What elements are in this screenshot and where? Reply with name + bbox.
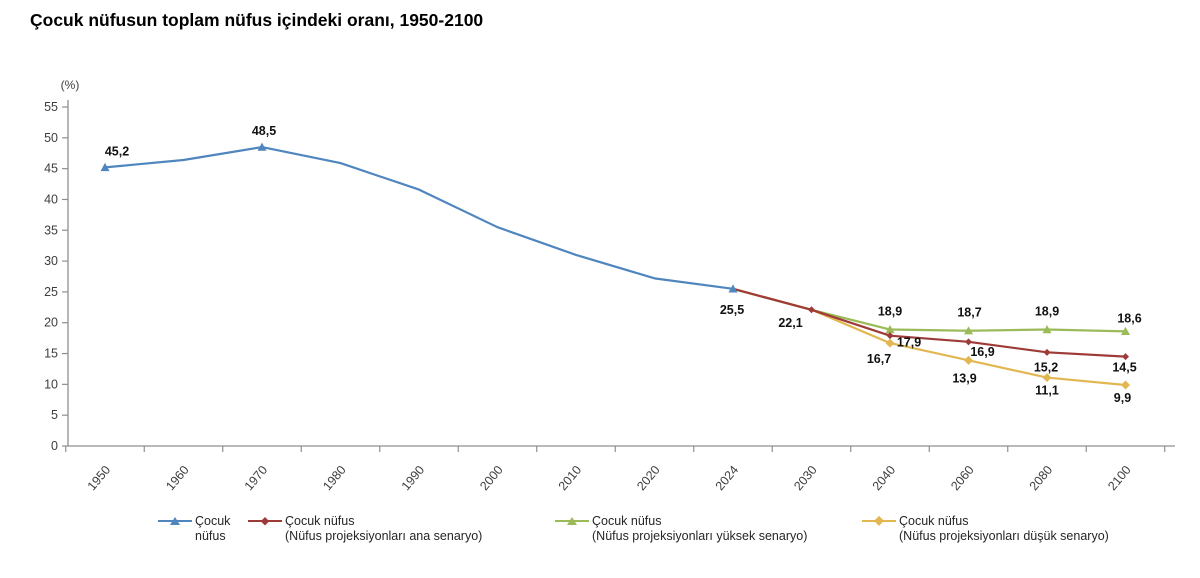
series-line-1 [731, 287, 1127, 358]
data-point-marker [728, 284, 738, 293]
data-point-marker [965, 338, 972, 346]
x-tick-label: 2024 [713, 463, 742, 493]
y-tick-label: 55 [44, 100, 58, 114]
data-label: 18,9 [1035, 305, 1059, 319]
x-tick-label: 2020 [634, 463, 663, 493]
data-point-marker [100, 162, 110, 172]
y-tick-label: 45 [44, 162, 58, 176]
x-tick-label: 1960 [163, 463, 192, 493]
data-label: 45,2 [105, 144, 129, 158]
data-point-marker [1043, 348, 1051, 356]
x-tick-label: 2030 [791, 463, 820, 493]
data-point-marker [808, 306, 815, 314]
y-tick-label: 50 [44, 131, 58, 145]
legend-item-2: Çocuk nüfus (Nüfus projeksiyonları yüksek… [555, 514, 807, 543]
y-axis-unit-label: (%) [61, 78, 80, 92]
y-tick-label: 15 [44, 347, 58, 361]
legend-item-3: Çocuk nüfus (Nüfus projeksiyonları düşük … [862, 514, 1109, 543]
y-tick-label: 10 [44, 377, 58, 391]
x-tick-label: 1980 [320, 463, 349, 493]
data-label: 18,7 [957, 306, 981, 320]
triangle-marker-icon [170, 517, 180, 525]
data-point-marker [257, 142, 267, 151]
data-label: 14,5 [1112, 361, 1136, 375]
x-tick-label: 1950 [85, 463, 114, 493]
data-label: 22,1 [778, 316, 802, 330]
data-point-marker [1121, 380, 1130, 390]
series-line-0 [103, 145, 735, 290]
data-label: 17,9 [897, 336, 921, 350]
chart-title: Çocuk nüfusun toplam nüfus içindeki oran… [30, 10, 484, 30]
x-tick-label: 2100 [1105, 463, 1134, 493]
data-label: 15,2 [1034, 360, 1058, 374]
legend-item-1: Çocuk nüfus (Nüfus projeksiyonları ana se… [248, 514, 482, 543]
x-tick-label: 2040 [870, 463, 899, 493]
data-label: 16,9 [970, 345, 994, 359]
x-tick-label: 1990 [399, 463, 428, 493]
y-tick-label: 35 [44, 223, 58, 237]
data-point-marker [1122, 353, 1129, 361]
data-label: 18,6 [1117, 311, 1141, 325]
y-tick-label: 20 [44, 316, 58, 330]
data-point-marker [1042, 325, 1052, 334]
data-point-marker [964, 355, 973, 365]
legend-line [555, 520, 589, 522]
data-label: 13,9 [952, 371, 976, 385]
data-point-marker [885, 325, 895, 334]
legend-labels: Çocuk nüfus (Nüfus projeksiyonları yüksek… [592, 514, 807, 543]
x-tick-label: 2000 [477, 463, 506, 493]
legend-label-line: (Nüfus projeksiyonları yüksek senaryo) [592, 528, 808, 543]
legend-label-line: Çocuk nüfus [285, 514, 355, 528]
legend-label-line: Çocuk [195, 514, 231, 528]
data-point-marker [964, 326, 973, 335]
data-label: 9,9 [1114, 391, 1131, 405]
x-tick-label: 2010 [556, 463, 585, 493]
data-point-marker [1121, 326, 1130, 336]
legend-line [248, 520, 282, 522]
line-chart: 0 5 10 15 20 25 30 35 40 45 50 55(%) 1950 1960 1970 198… [44, 78, 1175, 493]
legend-line [158, 520, 192, 522]
legend-label-line: nüfus [195, 528, 226, 543]
legend-labels: Çocuk nüfus (Nüfus projeksiyonları ana se… [285, 514, 482, 543]
y-tick-label: 25 [44, 285, 58, 299]
data-label: 18,9 [878, 305, 902, 319]
data-label: 25,5 [720, 303, 744, 317]
x-tick-label: 2060 [948, 463, 977, 493]
diamond-marker-icon [261, 517, 269, 525]
legend-label-line: Çocuk nüfus [592, 514, 662, 528]
legend-labels: Çocuk nüfus (Nüfus projeksiyonları düşük … [899, 514, 1109, 543]
data-point-marker [885, 338, 895, 348]
y-tick-label: 30 [44, 254, 58, 268]
legend-labels: Çocuk nüfus [195, 514, 230, 543]
legend-swatch [158, 515, 192, 528]
y-tick-label: 0 [51, 439, 58, 453]
data-label: 16,7 [867, 352, 891, 366]
x-tick-label: 1970 [242, 463, 271, 493]
legend-swatch [248, 515, 282, 528]
legend-item-0: Çocuk nüfus [158, 514, 230, 543]
series-line-3 [731, 287, 1127, 387]
legend-label-line: Çocuk nüfus [899, 514, 969, 528]
data-label: 48,5 [252, 124, 276, 138]
data-point-marker [1042, 373, 1052, 383]
legend-swatch [862, 515, 896, 528]
y-tick-label: 40 [44, 192, 58, 206]
data-label: 11,1 [1035, 384, 1059, 398]
data-point-marker [886, 332, 894, 340]
legend-label-line: (Nüfus projeksiyonları düşük senaryo) [899, 528, 1109, 543]
legend-line [862, 520, 896, 522]
diamond-marker-icon [873, 515, 885, 527]
triangle-marker-icon [567, 517, 577, 525]
y-tick-label: 5 [51, 408, 58, 422]
legend-label-line: (Nüfus projeksiyonları ana senaryo) [285, 528, 483, 543]
x-tick-label: 2080 [1027, 463, 1056, 493]
legend-swatch [555, 515, 589, 528]
